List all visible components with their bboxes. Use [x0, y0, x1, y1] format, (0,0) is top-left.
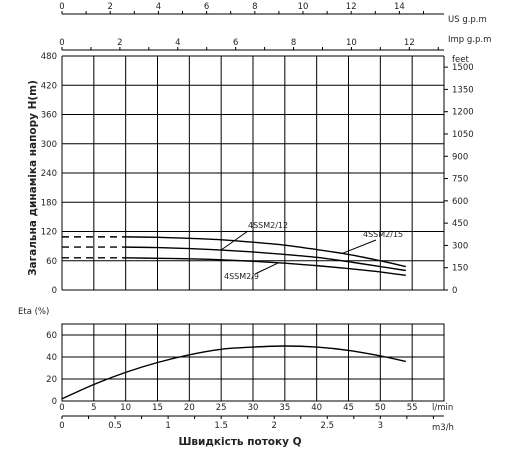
head-curve-1 [125, 246, 406, 272]
efficiency-curve [61, 345, 406, 400]
eta-tick-label: 20 [46, 375, 57, 385]
curve-label-4ssm2-15: 4SSM2/15 [363, 230, 403, 239]
m3h-tick-label: 0.5 [108, 421, 122, 431]
feet-tick-label: 900 [452, 152, 468, 162]
feet-tick-label: 1500 [452, 63, 474, 73]
eta-tick-label: 40 [46, 353, 57, 363]
head-axis-title: Загальна динаміка напору H(m) [27, 80, 39, 276]
feet-tick-label: 750 [452, 175, 468, 185]
curve-leader-line [341, 239, 377, 254]
m3h-tick-label: 2 [272, 421, 277, 431]
feet-axis-label: feet [452, 55, 469, 65]
m3h-tick-label: 3 [378, 421, 383, 431]
us-gpm-tick-label: 2 [107, 2, 112, 12]
head-tick-label: 300 [41, 140, 57, 150]
feet-tick-label: 1200 [452, 108, 474, 118]
us-gpm-tick-label: 10 [298, 2, 309, 12]
efficiency-curve-group [61, 345, 406, 400]
m3h-tick-label: 2.5 [321, 421, 335, 431]
imp-gpm-tick-label: 10 [346, 38, 357, 48]
m3h-tick-label: 0 [59, 421, 64, 431]
lmin-tick-label: 55 [407, 403, 418, 413]
efficiency-grid [61, 323, 445, 402]
curve-label-4ssm2-12: 4SSM2/12 [248, 221, 288, 230]
flow-axis-title: Швидкість потоку Q [178, 436, 301, 448]
lmin-tick-label: 20 [184, 403, 195, 413]
imp-gpm-tick-label: 6 [233, 38, 238, 48]
head-curve-2 [125, 257, 406, 277]
feet-tick-label: 1050 [452, 130, 474, 140]
feet-tick-label: 450 [452, 219, 468, 229]
head-curves [62, 230, 406, 277]
imp-gpm-axis-label: Imp g.p.m [448, 35, 491, 45]
curve-leader-line [254, 262, 279, 275]
lmin-tick-label: 10 [120, 403, 131, 413]
imp-gpm-tick-label: 12 [404, 38, 415, 48]
head-tick-label: 480 [41, 52, 57, 62]
lmin-tick-label: 40 [311, 403, 322, 413]
us-gpm-tick-label: 8 [252, 2, 257, 12]
tick-labels: 0601201802403003604204800204060015030045… [41, 2, 474, 431]
head-tick-label: 120 [41, 228, 57, 238]
feet-tick-label: 0 [452, 286, 457, 296]
lmin-tick-label: 35 [279, 403, 290, 413]
lmin-tick-label: 0 [59, 403, 64, 413]
lmin-tick-label: 50 [375, 403, 386, 413]
head-tick-label: 240 [41, 169, 57, 179]
imp-gpm-tick-label: 4 [175, 38, 180, 48]
us-gpm-tick-label: 0 [59, 2, 64, 12]
lmin-tick-label: 30 [248, 403, 259, 413]
m3h-axis-label: m3/h [432, 423, 454, 433]
us-gpm-tick-label: 14 [394, 2, 405, 12]
lmin-tick-label: 25 [216, 403, 227, 413]
imp-gpm-tick-label: 2 [117, 38, 122, 48]
us-gpm-axis-label: US g.p.m [448, 15, 487, 25]
lmin-tick-label: 45 [343, 403, 354, 413]
head-tick-label: 0 [52, 286, 57, 296]
us-gpm-tick-label: 6 [204, 2, 209, 12]
eta-tick-label: 60 [46, 331, 57, 341]
curve-leader-line [220, 230, 249, 251]
lmin-tick-label: 15 [152, 403, 163, 413]
eta-tick-label: 0 [52, 397, 57, 407]
head-curve-0 [125, 236, 406, 268]
lmin-tick-label: 5 [91, 403, 96, 413]
imp-gpm-tick-label: 8 [291, 38, 296, 48]
lmin-axis-label: l/min [432, 403, 453, 413]
head-tick-label: 60 [46, 257, 57, 267]
head-grid [61, 55, 445, 291]
head-tick-label: 360 [41, 111, 57, 121]
m3h-tick-label: 1.5 [214, 421, 228, 431]
curve-label-4ssm2-9: 4SSM2/9 [224, 272, 259, 281]
head-tick-label: 180 [41, 198, 57, 208]
m3h-tick-label: 1 [165, 421, 170, 431]
eta-axis-label: Eta (%) [18, 307, 49, 317]
head-tick-label: 420 [41, 81, 57, 91]
feet-tick-label: 1350 [452, 85, 474, 95]
imp-gpm-tick-label: 0 [59, 38, 64, 48]
feet-tick-label: 600 [452, 197, 468, 207]
feet-tick-label: 300 [452, 241, 468, 251]
feet-tick-label: 150 [452, 264, 468, 274]
us-gpm-tick-label: 12 [346, 2, 357, 12]
us-gpm-tick-label: 4 [156, 2, 161, 12]
